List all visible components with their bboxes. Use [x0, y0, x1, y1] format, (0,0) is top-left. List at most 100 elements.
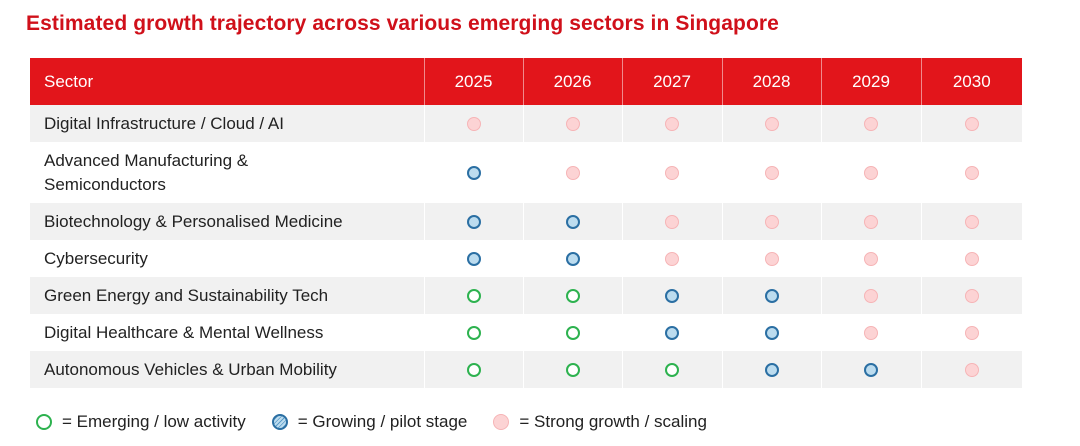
status-cell: [821, 240, 922, 277]
blue-hatched-circle-icon: [764, 326, 779, 341]
pink-filled-circle-icon: [864, 215, 878, 230]
status-cell: [921, 277, 1023, 314]
status-cell: [523, 314, 623, 351]
table-row: Cybersecurity: [30, 240, 1023, 277]
status-cell: [424, 105, 524, 142]
status-cell: [722, 203, 822, 240]
column-header-sector: Sector: [30, 58, 425, 105]
green-hollow-circle-icon: [466, 363, 481, 378]
status-cell: [424, 277, 524, 314]
pink-filled-circle-icon: [964, 215, 979, 230]
status-cell: [523, 203, 623, 240]
green-hollow-circle-icon: [665, 363, 679, 378]
pink-filled-circle-icon: [764, 117, 779, 132]
sector-cell: Autonomous Vehicles & Urban Mobility: [30, 351, 425, 388]
table-row: Green Energy and Sustainability Tech: [30, 277, 1023, 314]
pink-filled-circle-icon: [964, 363, 979, 378]
legend-item-emerging: = Emerging / low activity: [36, 412, 246, 432]
table-body: Digital Infrastructure / Cloud / AI Advan…: [30, 105, 1023, 388]
sector-cell: Digital Healthcare & Mental Wellness: [30, 314, 425, 351]
legend-label-growing: = Growing / pilot stage: [297, 412, 468, 431]
green-hollow-circle-icon: [565, 326, 580, 341]
blue-hatched-circle-icon: [565, 215, 580, 230]
blue-hatched-circle-icon: [565, 252, 580, 267]
status-cell: [424, 240, 524, 277]
status-cell: [722, 351, 822, 388]
legend-label-emerging: = Emerging / low activity: [62, 412, 246, 431]
status-cell: [722, 105, 822, 142]
status-cell: [921, 203, 1023, 240]
status-cell: [622, 277, 723, 314]
pink-filled-circle-icon: [964, 252, 979, 267]
status-cell: [523, 240, 623, 277]
table-row: Advanced Manufacturing & Semiconductors: [30, 142, 1023, 203]
status-cell: [921, 142, 1023, 203]
pink-filled-circle-icon: [665, 166, 679, 181]
column-header-year: 2028: [722, 58, 822, 105]
blue-hatched-circle-icon: [665, 289, 679, 304]
legend: = Emerging / low activity = Growing / pi…: [36, 412, 733, 432]
status-cell: [722, 142, 822, 203]
status-cell: [523, 142, 623, 203]
green-hollow-circle-icon: [565, 363, 580, 378]
column-header-year: 2027: [622, 58, 723, 105]
blue-hatched-circle-icon: [271, 414, 288, 430]
status-cell: [821, 351, 922, 388]
status-cell: [821, 314, 922, 351]
pink-filled-circle-icon: [864, 289, 878, 304]
status-cell: [424, 203, 524, 240]
green-hollow-circle-icon: [466, 326, 481, 341]
status-cell: [722, 240, 822, 277]
blue-hatched-circle-icon: [466, 215, 481, 230]
blue-hatched-circle-icon: [864, 363, 878, 378]
column-header-year: 2025: [424, 58, 524, 105]
column-header-year: 2026: [523, 58, 623, 105]
status-cell: [523, 277, 623, 314]
pink-filled-circle-icon: [665, 117, 679, 132]
pink-filled-circle-icon: [764, 215, 779, 230]
column-header-year: 2029: [821, 58, 922, 105]
status-cell: [622, 105, 723, 142]
pink-filled-circle-icon: [864, 166, 878, 181]
pink-filled-circle-icon: [565, 117, 580, 132]
legend-label-strong: = Strong growth / scaling: [519, 412, 707, 431]
sector-cell: Cybersecurity: [30, 240, 425, 277]
pink-filled-circle-icon: [466, 117, 481, 132]
status-cell: [622, 240, 723, 277]
blue-hatched-circle-icon: [466, 252, 481, 267]
pink-filled-circle-icon: [864, 326, 878, 341]
pink-filled-circle-icon: [964, 117, 979, 132]
blue-hatched-circle-icon: [764, 289, 779, 304]
status-cell: [921, 314, 1023, 351]
legend-item-growing: = Growing / pilot stage: [271, 412, 468, 432]
status-cell: [523, 351, 623, 388]
status-cell: [722, 277, 822, 314]
status-cell: [921, 351, 1023, 388]
sector-cell: Digital Infrastructure / Cloud / AI: [30, 105, 425, 142]
status-cell: [424, 351, 524, 388]
pink-filled-circle-icon: [864, 252, 878, 267]
status-cell: [821, 203, 922, 240]
status-cell: [622, 142, 723, 203]
status-cell: [821, 105, 922, 142]
status-cell: [921, 240, 1023, 277]
sector-cell: Biotechnology & Personalised Medicine: [30, 203, 425, 240]
page-title: Estimated growth trajectory across vario…: [26, 12, 779, 35]
pink-filled-circle-icon: [764, 252, 779, 267]
table-row: Autonomous Vehicles & Urban Mobility: [30, 351, 1023, 388]
green-hollow-circle-icon: [36, 414, 52, 430]
pink-filled-circle-icon: [665, 252, 679, 267]
blue-hatched-circle-icon: [665, 326, 679, 341]
legend-item-strong: = Strong growth / scaling: [493, 412, 707, 432]
status-cell: [821, 142, 922, 203]
sector-cell: Green Energy and Sustainability Tech: [30, 277, 425, 314]
blue-hatched-circle-icon: [764, 363, 779, 378]
status-cell: [424, 142, 524, 203]
pink-filled-circle-icon: [964, 289, 979, 304]
status-cell: [622, 203, 723, 240]
table-header-row: Sector 2025 2026 2027 2028 2029 2030: [30, 58, 1022, 105]
status-cell: [821, 277, 922, 314]
pink-filled-circle-icon: [565, 166, 580, 181]
green-hollow-circle-icon: [466, 289, 481, 304]
pink-filled-circle-icon: [964, 326, 979, 341]
